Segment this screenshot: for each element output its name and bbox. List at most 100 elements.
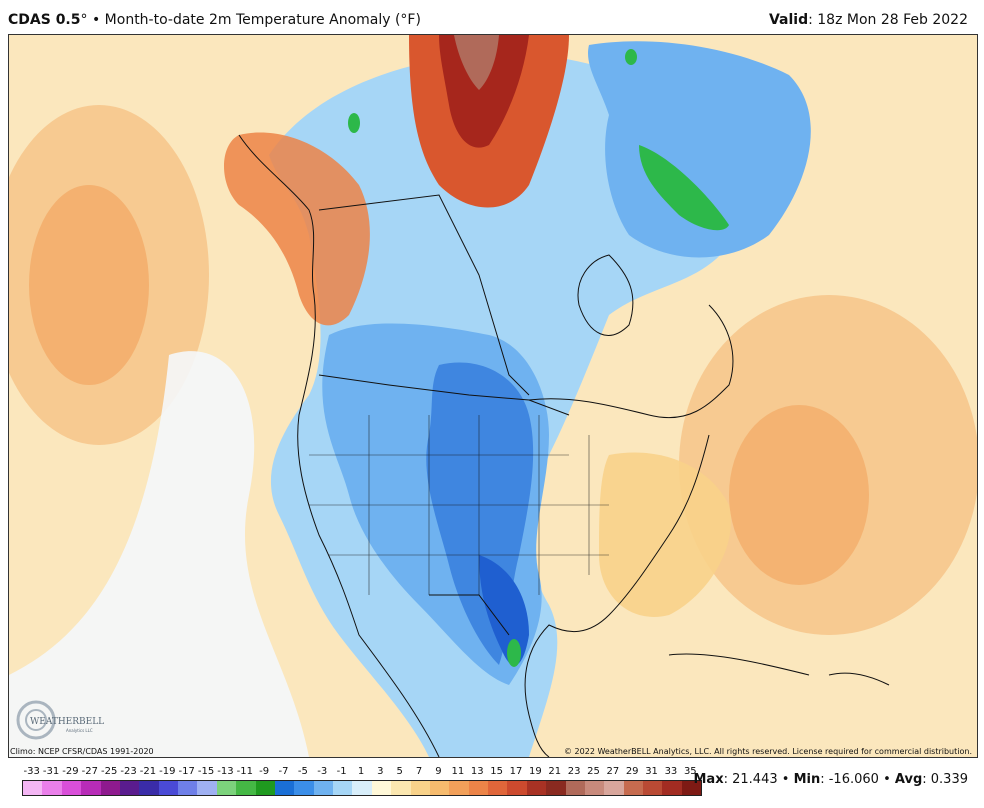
colorbar-tick-label: -29 — [62, 766, 79, 777]
colorbar-swatch — [643, 781, 663, 795]
colorbar-tick-label: -13 — [217, 766, 234, 777]
valid-label: Valid — [768, 12, 809, 28]
colorbar-tick-label: -21 — [139, 766, 157, 777]
colorbar-tick-label: 5 — [396, 766, 403, 777]
colorbar-tick-label: 11 — [451, 766, 465, 777]
colorbar-swatch — [61, 781, 82, 795]
colorbar-swatch — [178, 781, 198, 795]
great-lakes-coast — [528, 304, 734, 419]
colorbar-tick-label: 3 — [377, 766, 384, 777]
colorbar-tick-label: 21 — [548, 766, 562, 777]
degree-symbol: ° — [80, 12, 88, 28]
copyright-note: © 2022 WeatherBELL Analytics, LLC. All r… — [564, 747, 972, 756]
max-value: : 21.443 — [723, 772, 778, 787]
colorbar-tick-label: 29 — [625, 766, 639, 777]
max-label: Max — [693, 772, 724, 787]
weatherbell-logo: WEATHERBELL Analytics LLC — [14, 696, 104, 746]
colorbar-tick-label: 7 — [415, 766, 423, 777]
colorbar-tick-label: 17 — [509, 766, 523, 777]
colorbar-tick-label: 9 — [435, 766, 442, 777]
colorbar-tick-label: -17 — [178, 766, 195, 777]
weatherbell-logo-mark: WEATHERBELL Analytics LLC — [16, 700, 104, 740]
colorbar — [22, 780, 702, 796]
colorbar-swatch — [274, 781, 295, 795]
colorbar-tick-label: -27 — [81, 766, 98, 777]
arctic-warm-core — [439, 35, 529, 148]
colorbar-tick-label: -23 — [120, 766, 137, 777]
colorbar-swatch — [623, 781, 643, 795]
east-gulf-coastline — [524, 434, 710, 757]
climo-note: Climo: NCEP CFSR/CDAS 1991-2020 — [10, 747, 154, 756]
colorbar-swatch — [546, 781, 566, 795]
northeast-canada-cold — [588, 41, 811, 258]
west-coastline — [238, 134, 440, 757]
colorbar-swatch — [313, 781, 333, 795]
colorbar-swatch — [139, 781, 159, 795]
colorbar-swatch — [429, 781, 450, 795]
texas-cold-core — [479, 555, 529, 666]
stats-sep-1: • — [781, 772, 790, 787]
colorbar-tick-label: -7 — [278, 766, 289, 777]
svg-text:WEATHERBELL: WEATHERBELL — [30, 717, 104, 727]
colorbar-tick-label: -1 — [336, 766, 347, 777]
coastlines — [238, 134, 890, 757]
colorbar-tick-label: 13 — [470, 766, 484, 777]
greenland-green-anomaly — [625, 49, 637, 65]
colorbar-tick-label: 33 — [664, 766, 678, 777]
colorbar-swatch — [42, 781, 62, 795]
colorbar-swatch — [449, 781, 469, 795]
avg-label: Avg — [894, 772, 923, 787]
colorbar-swatch — [371, 781, 392, 795]
colorbar-swatch — [662, 781, 682, 795]
colorbar-tick-label: -11 — [236, 766, 253, 777]
valid-time: Valid: 18z Mon 28 Feb 2022 — [769, 12, 968, 28]
colorbar-labels: -33 -31 -29 -27 -25 -23 -21 -19 -17 -1 5 -13 -11 -9 -7… — [16, 766, 706, 778]
colorbar-tick-label: 27 — [606, 766, 620, 777]
stats-sep-2: • — [883, 772, 891, 787]
colorbar-swatch — [197, 781, 217, 795]
colorbar-swatch — [294, 781, 314, 795]
avg-value: : 0.339 — [922, 772, 968, 787]
colorbar-tick-label: 25 — [587, 766, 600, 777]
colorbar-tick-label: 35 — [683, 766, 697, 777]
colorbar-swatch — [507, 781, 527, 795]
header-bar: CDAS 0.5° • Month-to-date 2m Temperature… — [0, 0, 984, 34]
map-canvas — [9, 35, 977, 757]
labrador-green-anomaly — [639, 145, 729, 231]
us-canada-border — [318, 374, 570, 416]
arctic-extreme-core — [454, 35, 499, 90]
anomaly-map — [8, 34, 978, 758]
map-stats: Max: 21.443 • Min: -16.060 • Avg: 0.339 — [694, 772, 969, 787]
pacific-warm-core — [29, 185, 149, 385]
colorbar-tick-label: -33 — [23, 766, 40, 777]
colorbar-tick-label: -31 — [42, 766, 60, 777]
colorbar-swatch — [584, 781, 605, 795]
colorbar-tick-label: 19 — [528, 766, 542, 777]
southeast-warm-anomaly — [599, 452, 731, 617]
near-zero-pacific — [9, 351, 309, 757]
colorbar-tick-label: -19 — [159, 766, 176, 777]
colorbar-tick-label: -9 — [259, 766, 270, 777]
colorbar-swatch — [100, 781, 120, 795]
colorbar-swatch — [488, 781, 508, 795]
colorbar-swatch — [604, 781, 624, 795]
colorbar-swatch — [119, 781, 140, 795]
hudson-bay-coast — [577, 254, 634, 336]
colorbar-swatch — [216, 781, 237, 795]
product-name: Month-to-date 2m Temperature Anomaly (°F… — [104, 12, 421, 28]
colorbar-swatch — [410, 781, 430, 795]
map-title: CDAS 0.5° • Month-to-date 2m Temperature… — [8, 12, 421, 28]
alaska-warm-anomaly — [224, 132, 370, 326]
colorbar-tick-label: 1 — [357, 766, 365, 777]
texas-green-anomaly — [507, 639, 521, 667]
yukon-green-anomaly — [348, 113, 360, 133]
colorbar-swatch — [468, 781, 488, 795]
colorbar-tick-label: -25 — [100, 766, 118, 777]
colorbar-swatch — [352, 781, 372, 795]
colorbar-swatch — [255, 781, 275, 795]
colorbar-swatch — [565, 781, 585, 795]
colorbar-swatch — [81, 781, 101, 795]
state-borders — [309, 415, 609, 595]
title-bullet: • — [91, 12, 101, 28]
atlantic-warm-core — [729, 405, 869, 585]
